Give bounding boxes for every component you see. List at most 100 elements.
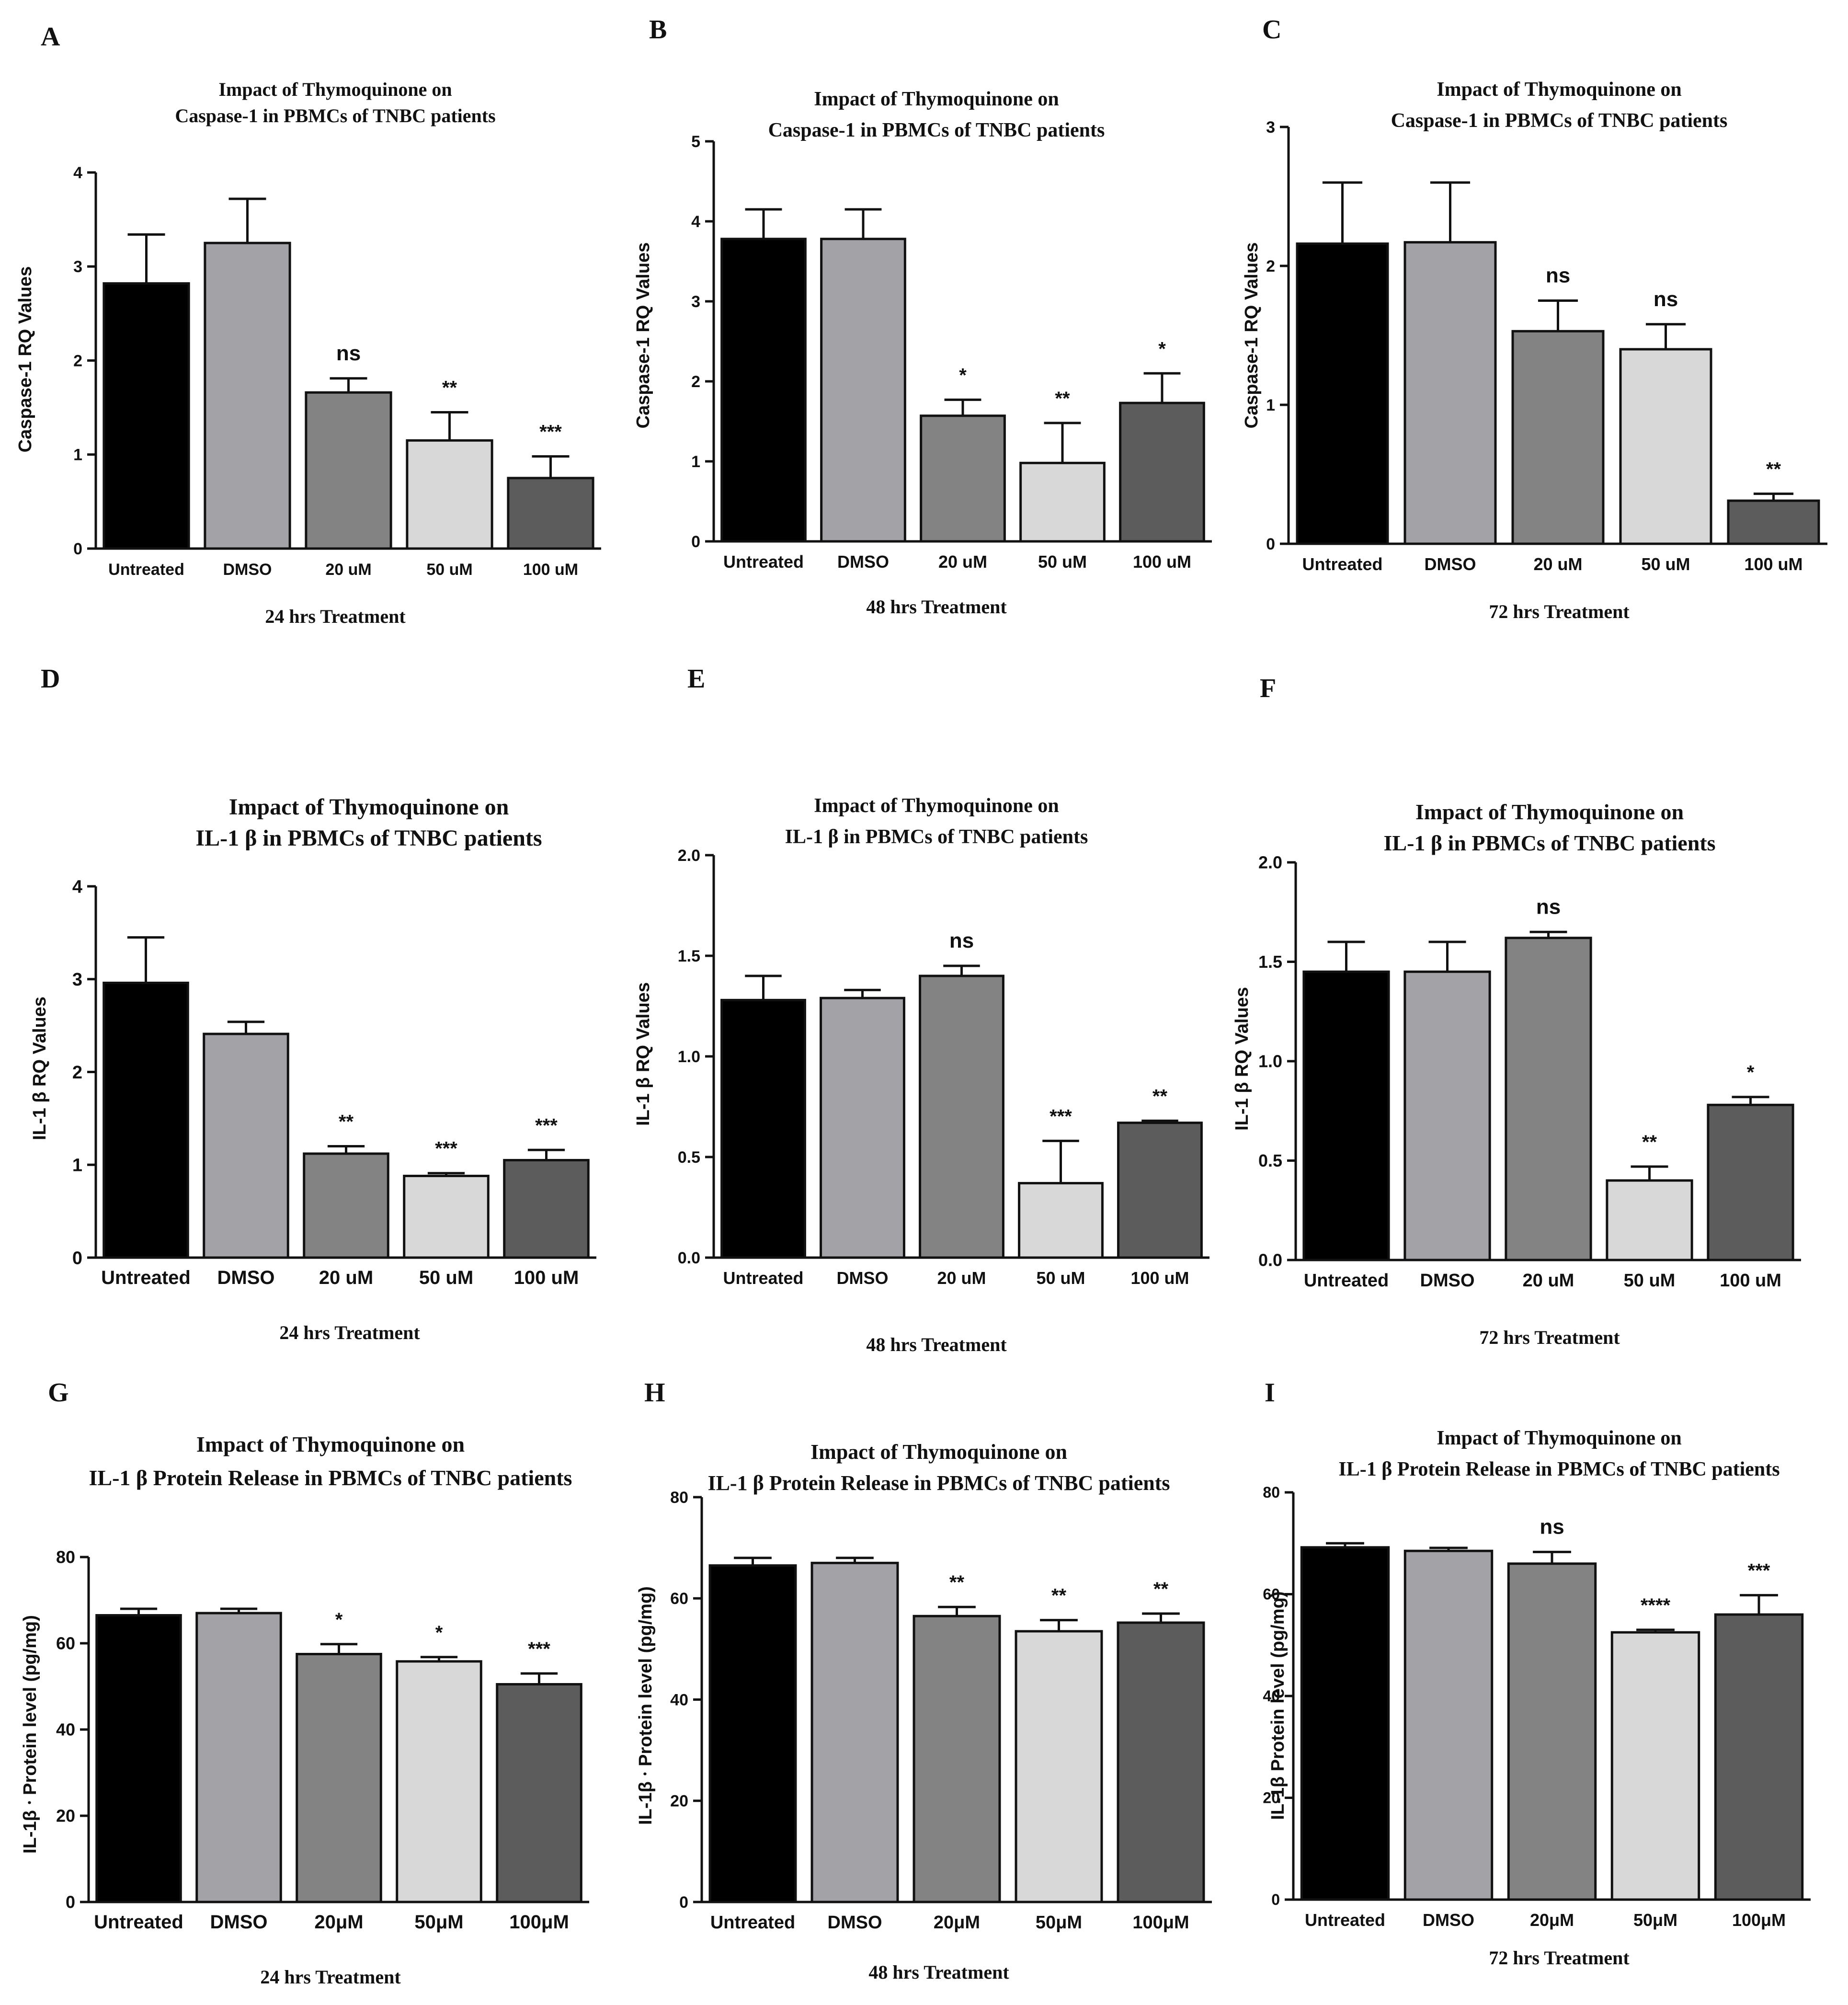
bar xyxy=(1302,970,1390,1261)
y-tick-label: 2.0 xyxy=(1258,853,1282,872)
x-category-label: 20μM xyxy=(934,1913,980,1933)
x-category-label: 20 uM xyxy=(325,561,371,579)
y-tick-label: 20 xyxy=(670,1792,688,1810)
bar xyxy=(1507,1562,1597,1901)
significance-label: * xyxy=(959,365,967,386)
x-axis-title: 72 hrs Treatment xyxy=(1489,601,1630,622)
panel-letter: E xyxy=(687,664,705,694)
y-axis-title: Caspase-1 RQ Values xyxy=(1242,242,1262,429)
x-category-label: DMSO xyxy=(837,552,889,572)
y-axis-title: IL-1β ⸱ Protein level (pg/mg) xyxy=(636,1586,656,1825)
x-category-label: 20 uM xyxy=(319,1267,373,1288)
significance-label: ** xyxy=(442,377,457,398)
y-tick-label: 0.0 xyxy=(1258,1250,1282,1270)
chart-panel-a: A Impact of Thymoquinone on Caspase-1 in P… xyxy=(15,22,601,627)
y-tick-label: 20 xyxy=(1263,1789,1280,1807)
significance-label: *** xyxy=(539,422,562,443)
x-category-label: 100 uM xyxy=(514,1267,579,1288)
y-tick-label: 2 xyxy=(1266,257,1275,275)
bar xyxy=(1511,330,1605,545)
significance-label: ** xyxy=(1642,1132,1657,1153)
significance-label: * xyxy=(335,1609,343,1630)
y-axis-title: IL-1 β RQ Values xyxy=(633,982,653,1126)
x-category-label: 50μM xyxy=(1633,1910,1677,1930)
bar xyxy=(305,391,392,550)
chart-title-line-2: IL-1 β in PBMCs of TNBC patients xyxy=(195,825,542,851)
bar xyxy=(1296,242,1389,545)
y-tick-label: 1.0 xyxy=(1258,1052,1282,1071)
x-category-label: 100 uM xyxy=(1130,1268,1189,1288)
y-tick-label: 4 xyxy=(73,164,82,182)
chart-title-line-1: Impact of Thymoquinone on xyxy=(229,794,509,820)
bar xyxy=(103,982,189,1259)
significance-label: *** xyxy=(1049,1106,1072,1127)
bar xyxy=(1403,1549,1494,1901)
x-axis-title: 72 hrs Treatment xyxy=(1489,1947,1630,1969)
significance-label: * xyxy=(435,1622,443,1643)
significance-label: ** xyxy=(1051,1585,1067,1606)
bar xyxy=(720,998,806,1259)
x-category-label: DMSO xyxy=(828,1913,882,1933)
x-category-label: 50 uM xyxy=(1038,552,1087,572)
x-category-label: Untreated xyxy=(723,552,804,572)
x-category-label: 50μM xyxy=(414,1912,463,1933)
bar xyxy=(920,414,1006,543)
bar xyxy=(820,238,906,543)
y-tick-label: 1.5 xyxy=(678,947,700,965)
panel-letter: A xyxy=(41,22,60,52)
bar xyxy=(708,1564,797,1903)
bar xyxy=(1619,348,1712,545)
panel-letter: F xyxy=(1260,674,1276,703)
x-category-label: 100μM xyxy=(1732,1910,1786,1930)
chart-title-line-2: IL-1 β Protein Release in PBMCs of TNBC … xyxy=(1338,1458,1780,1480)
chart-title-line-1: Impact of Thymoquinone on xyxy=(814,795,1059,817)
y-tick-label: 1 xyxy=(1266,396,1275,414)
bar xyxy=(1015,1630,1103,1903)
x-category-label: Untreated xyxy=(1302,554,1382,574)
bar xyxy=(1117,1122,1203,1259)
bar xyxy=(195,1612,282,1903)
bar xyxy=(810,1561,899,1903)
bar xyxy=(507,477,594,550)
bar xyxy=(296,1653,382,1903)
y-tick-label: 1 xyxy=(72,1156,82,1176)
x-axis-title: 24 hrs Treatment xyxy=(279,1322,420,1343)
y-axis-title: IL-1 β RQ Values xyxy=(1232,987,1252,1131)
x-category-label: 100 uM xyxy=(1133,552,1191,572)
significance-label: *** xyxy=(1748,1560,1770,1581)
chart-title-line-1: Impact of Thymoquinone on xyxy=(218,79,452,100)
chart-panel-g: G Impact of Thymoquinone on IL-1 β Protein… xyxy=(20,1378,589,1988)
x-category-label: 50 uM xyxy=(419,1267,473,1288)
x-category-label: 20 uM xyxy=(1533,554,1582,574)
y-tick-label: 0 xyxy=(66,1892,75,1912)
y-tick-label: 1 xyxy=(73,446,82,464)
significance-label: *** xyxy=(528,1638,550,1660)
y-tick-label: 0 xyxy=(73,540,82,558)
y-tick-label: 40 xyxy=(670,1691,688,1709)
bar xyxy=(1300,1546,1390,1901)
x-category-label: DMSO xyxy=(837,1268,889,1288)
bar xyxy=(1714,1613,1804,1901)
chart-panel-f: F Impact of Thymoquinone on IL-1 β in PBMC… xyxy=(1232,674,1801,1348)
bar xyxy=(1610,1631,1700,1901)
y-tick-label: 2 xyxy=(691,373,700,391)
x-category-label: 20μM xyxy=(314,1912,363,1933)
bar xyxy=(103,282,190,550)
bar xyxy=(1707,1103,1794,1261)
y-tick-label: 4 xyxy=(72,877,82,897)
y-tick-label: 80 xyxy=(56,1547,75,1567)
significance-label: ns xyxy=(1654,287,1678,311)
x-category-label: 100μM xyxy=(509,1912,569,1933)
y-tick-label: 40 xyxy=(1263,1687,1280,1705)
y-tick-label: 2 xyxy=(73,352,82,370)
x-category-label: Untreated xyxy=(94,1912,183,1933)
bar xyxy=(95,1614,182,1903)
y-tick-label: 80 xyxy=(670,1489,688,1507)
x-category-label: Untreated xyxy=(108,561,184,579)
significance-label: ** xyxy=(1766,459,1781,480)
chart-title-line-1: Impact of Thymoquinone on xyxy=(196,1432,465,1456)
panel-letter: B xyxy=(649,15,667,45)
y-tick-label: 0.5 xyxy=(1258,1151,1282,1170)
y-tick-label: 60 xyxy=(56,1634,75,1653)
x-category-label: Untreated xyxy=(101,1267,191,1288)
